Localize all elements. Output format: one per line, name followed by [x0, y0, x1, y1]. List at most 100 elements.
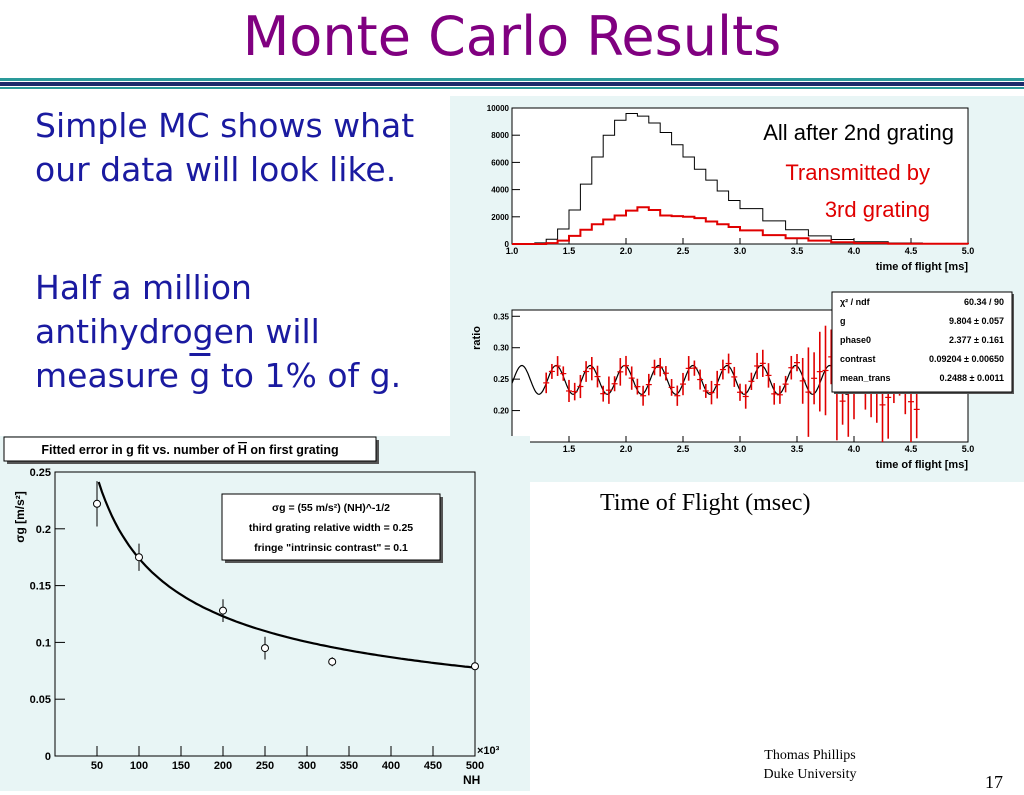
- x-tick-label: 2.5: [677, 246, 690, 256]
- bullet-2-line-2: antihydrogen will: [35, 312, 320, 351]
- all-after-2nd-grating-series: [512, 112, 969, 245]
- annotation-3rd-grating: 3rd grating: [825, 197, 930, 222]
- data-point: [328, 657, 337, 666]
- slide-title: Monte Carlo Results: [242, 5, 782, 68]
- gbar-symbol: g: [189, 356, 211, 395]
- x-tick-label: 2.0: [620, 444, 633, 454]
- tof-histogram-panel: 1.0 1.5 2.0 2.5 3.0 3.5 4.0 4.5 5.0 0 2000 4000 6000…: [450, 96, 1024, 290]
- stats-label: contrast: [840, 354, 876, 364]
- data-point: [261, 644, 269, 653]
- x-tick-label: 3.0: [734, 246, 747, 256]
- y-tick-label: 0.2: [36, 524, 51, 536]
- footer-affiliation: Duke University: [763, 767, 857, 782]
- time-of-flight-caption: Time of Flight (msec): [600, 490, 811, 516]
- x-axis-label: time of flight [ms]: [876, 459, 969, 471]
- x-tick-label: 5.0: [962, 444, 975, 454]
- bullet-2-line-3: measure g to 1% of g.: [35, 354, 401, 398]
- annotation-all-after: All after 2nd grating: [763, 120, 954, 145]
- x-tick-label: 1.5: [563, 246, 576, 256]
- x-tick-label: 500: [466, 760, 484, 772]
- bullet-2-line-1: Half a million: [35, 268, 252, 307]
- data-point: [219, 606, 227, 615]
- legend-entry: third grating relative width = 0.25: [249, 522, 413, 534]
- histogram-frame: [511, 107, 969, 245]
- y-tick-label: 0.25: [493, 375, 509, 384]
- transmitted-3rd-grating-series: [512, 206, 969, 245]
- bullet-1-line-1: Simple MC shows what: [35, 106, 415, 145]
- stats-value: 9.804 ± 0.057: [949, 316, 1004, 326]
- x-tick-label: 4.5: [905, 444, 918, 454]
- x-tick-label: 450: [424, 760, 442, 772]
- x-tick-label: 400: [382, 760, 400, 772]
- x-tick-label: 1.0: [506, 246, 519, 256]
- title-rule-teal-1: [0, 78, 1024, 81]
- x-tick-label: 100: [130, 760, 148, 772]
- y-tick-label: 0: [505, 240, 510, 249]
- legend-entry: fringe "intrinsic contrast" = 0.1: [254, 542, 408, 554]
- y-tick-label: 0.25: [30, 467, 51, 479]
- stats-label: phase0: [840, 335, 871, 345]
- legend-box: [221, 493, 441, 561]
- ratio-fit-chart: 1.01.52.02.53.03.54.04.55.00.150.200.250…: [471, 291, 1014, 471]
- fit-curve: [97, 481, 476, 669]
- y-tick-label: 6000: [491, 158, 509, 167]
- y-tick-label: 0.15: [30, 581, 51, 593]
- data-point: [135, 553, 143, 562]
- footer-author: Thomas Phillips: [764, 748, 856, 763]
- stats-value: 60.34 / 90: [964, 297, 1004, 307]
- x-tick-label: 3.0: [734, 444, 747, 454]
- bullet-1-line-2: our data will look like.: [35, 150, 397, 189]
- stats-value: 2.377 ± 0.161: [949, 335, 1004, 345]
- y-tick-label: 0.20: [493, 407, 509, 416]
- x-tick-label: 2.5: [677, 444, 690, 454]
- bullet-2-prefix: measure: [35, 356, 190, 395]
- bullet-2-suffix: to 1% of g.: [210, 356, 402, 395]
- x-tick-label: 350: [340, 760, 358, 772]
- x-tick-label: 4.5: [905, 246, 918, 256]
- x-tick-label: 5.0: [962, 246, 975, 256]
- chart-title: Fitted error in g fit vs. number of H on…: [41, 443, 338, 457]
- data-point: [93, 499, 101, 508]
- x-tick-label: 300: [298, 760, 316, 772]
- sigma-vs-n-panel: Fitted error in g fit vs. number of H on…: [0, 436, 530, 791]
- x-tick-label: 150: [172, 760, 190, 772]
- legend-entry: σg = (55 m/s²) (NH)^-1/2: [272, 502, 390, 514]
- sigma-vs-n-chart: Fitted error in g fit vs. number of H on…: [3, 436, 500, 787]
- page-number: 17: [985, 772, 1003, 792]
- y-tick-label: 10000: [487, 104, 510, 113]
- y-tick-label: 0.30: [493, 344, 509, 353]
- x-multiplier: ×10³: [477, 745, 500, 757]
- y-tick-label: 0.05: [30, 694, 51, 706]
- title-rule-teal-2: [0, 87, 1024, 89]
- x-tick-label: 50: [91, 760, 103, 772]
- y-tick-label: 8000: [491, 131, 509, 140]
- annotation-transmitted: Transmitted by: [785, 160, 930, 185]
- x-tick-label: 2.0: [620, 246, 633, 256]
- chart-title-box: [3, 436, 377, 462]
- x-axis-label: NH: [463, 773, 480, 787]
- x-tick-label: 4.0: [848, 444, 861, 454]
- x-axis-label: time of flight [ms]: [876, 261, 969, 273]
- tof-histogram-chart: 1.0 1.5 2.0 2.5 3.0 3.5 4.0 4.5 5.0 0 2000 4000 6000…: [487, 104, 975, 273]
- x-tick-label: 250: [256, 760, 274, 772]
- y-axis-label: ratio: [471, 326, 483, 350]
- title-rule-navy: [0, 82, 1024, 86]
- y-tick-label: 2000: [491, 213, 509, 222]
- x-tick-label: 4.0: [848, 246, 861, 256]
- x-tick-label: 3.5: [791, 444, 804, 454]
- stats-value: 0.09204 ± 0.00650: [929, 354, 1004, 364]
- y-tick-label: 4000: [491, 186, 509, 195]
- x-tick-label: 3.5: [791, 246, 804, 256]
- y-tick-label: 0.1: [36, 637, 51, 649]
- stats-label: g: [840, 316, 846, 326]
- ratio-fit-panel: 1.01.52.02.53.03.54.04.55.00.150.200.250…: [450, 290, 1024, 482]
- data-point: [471, 662, 479, 671]
- x-tick-label: 1.5: [563, 444, 576, 454]
- stats-label: mean_trans: [840, 373, 891, 383]
- y-tick-label: 0.35: [493, 312, 509, 321]
- y-tick-label: 0: [45, 751, 51, 763]
- stats-value: 0.2488 ± 0.0011: [940, 373, 1005, 383]
- stats-label: χ² / ndf: [840, 297, 871, 307]
- stats-box: [831, 291, 1013, 393]
- x-tick-label: 200: [214, 760, 232, 772]
